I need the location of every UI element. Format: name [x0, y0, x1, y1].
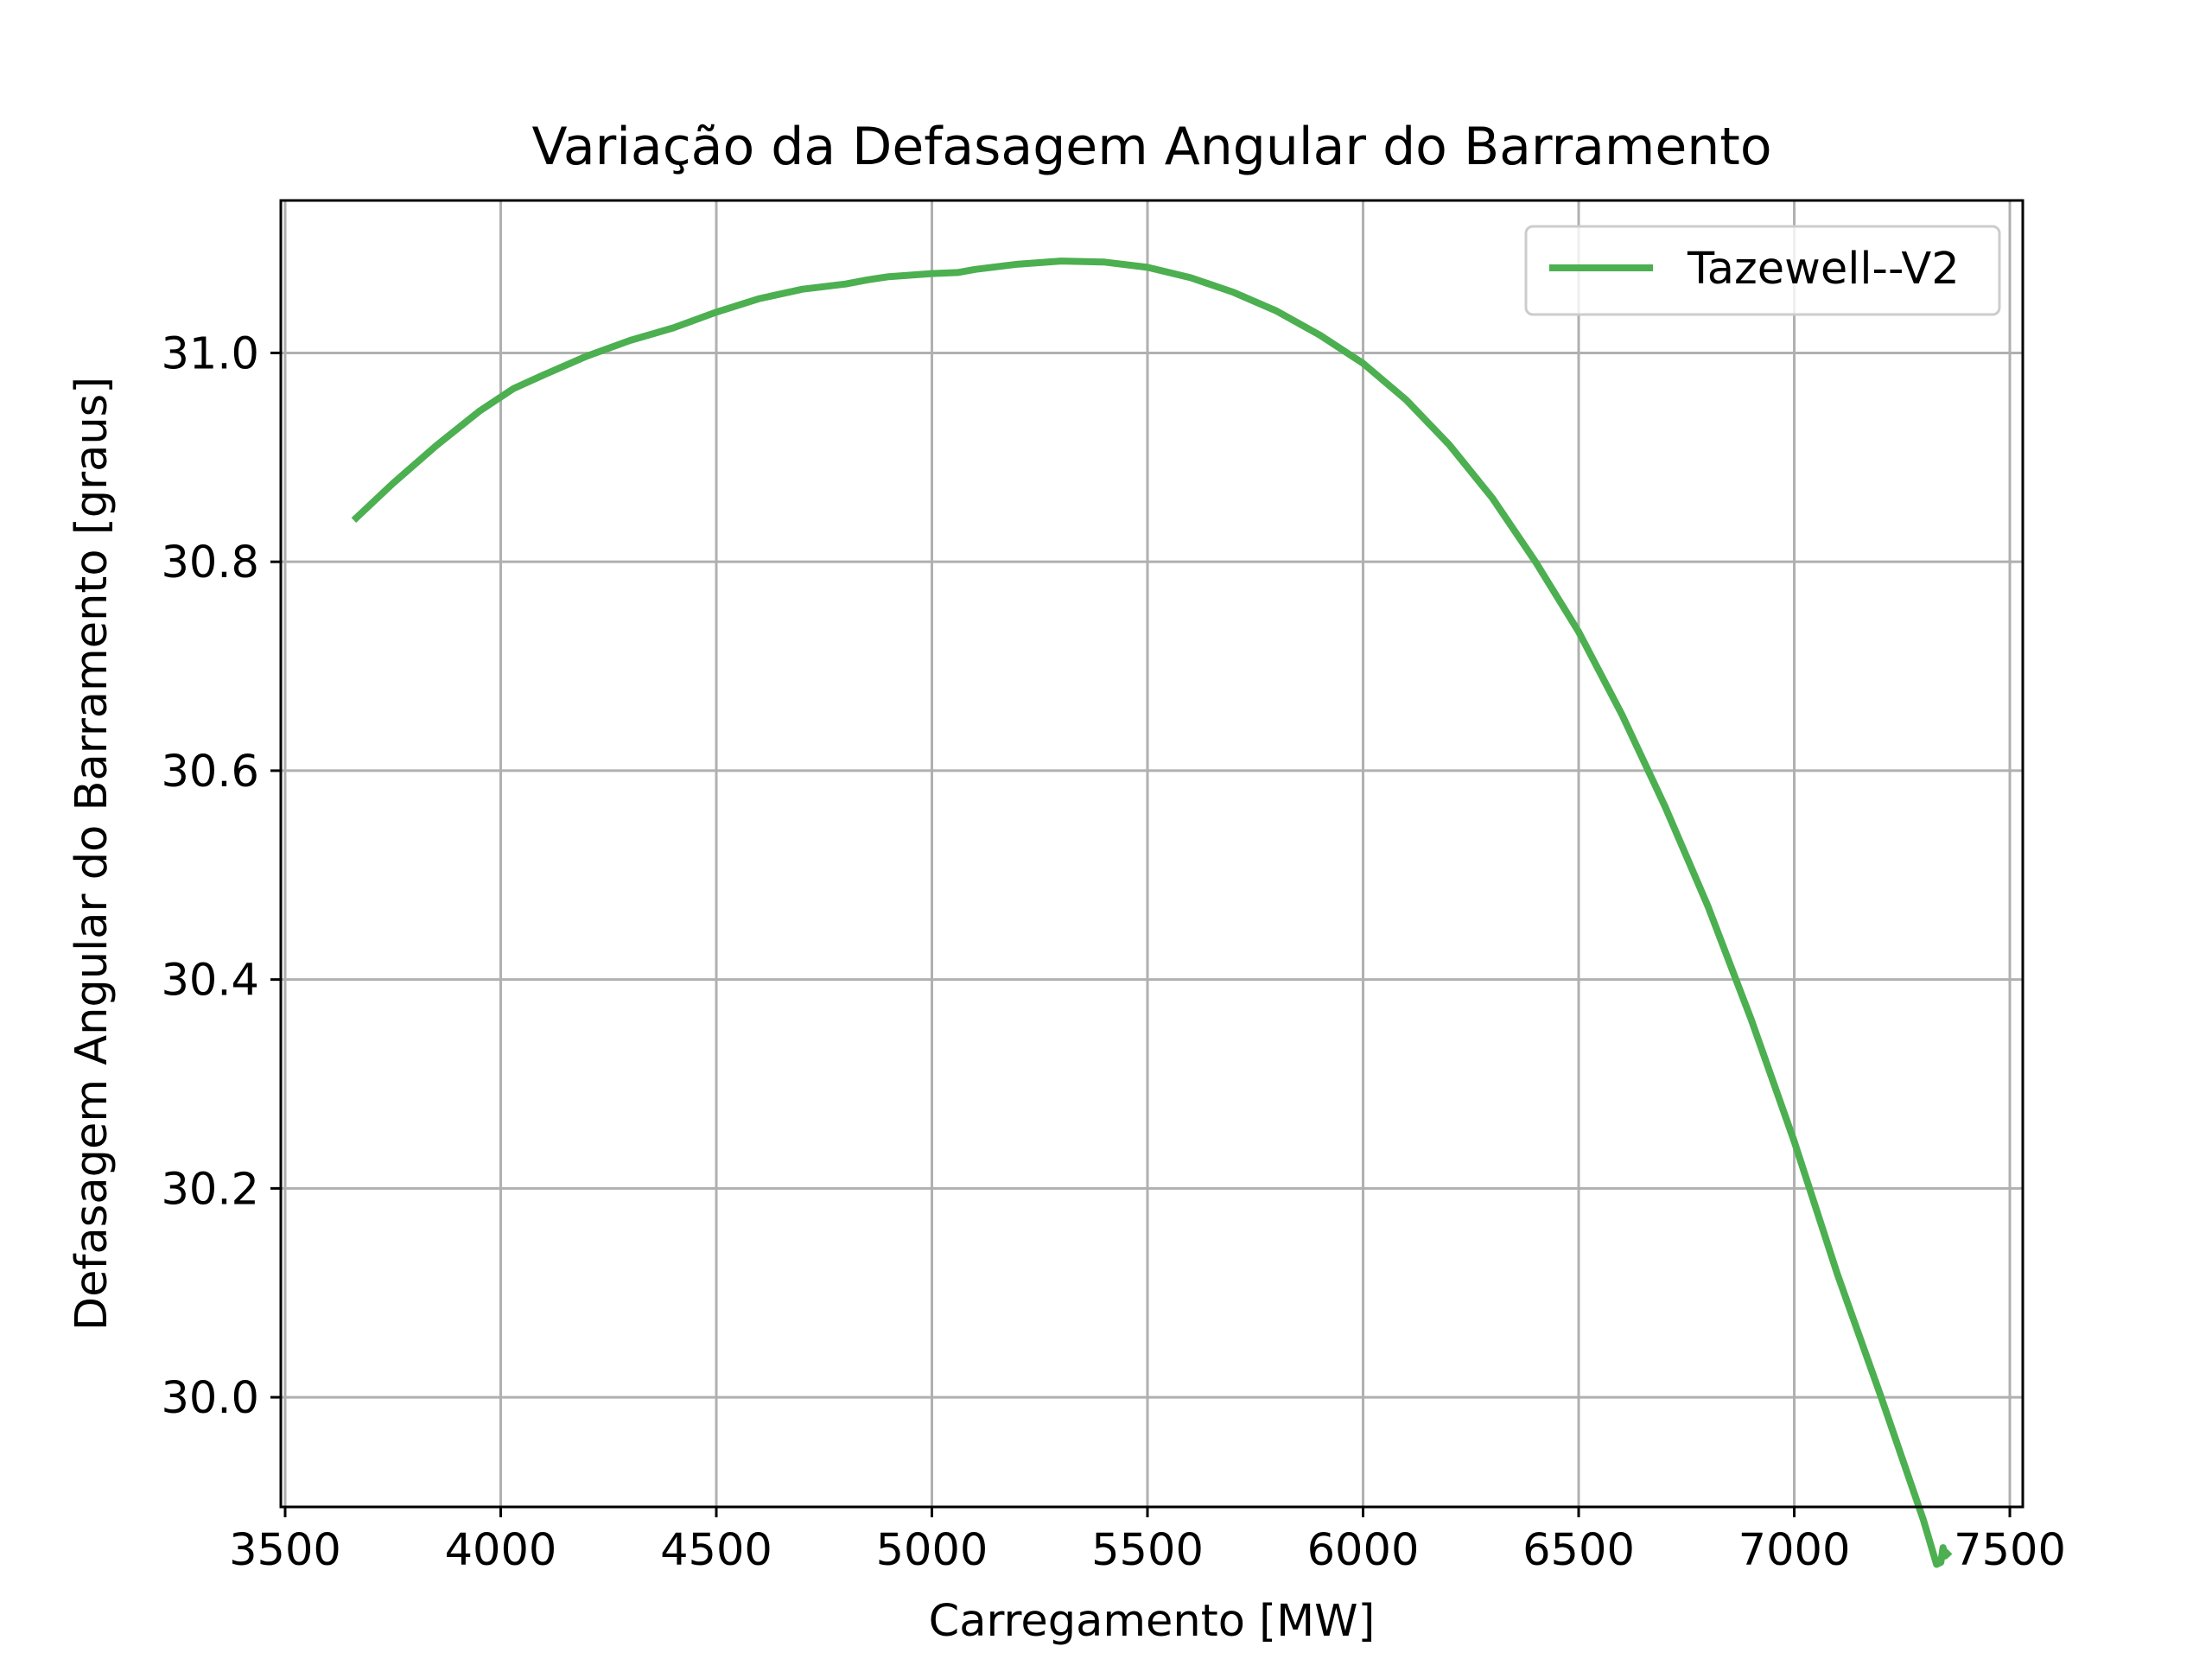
- x-tick-label: 4000: [445, 1525, 557, 1576]
- x-tick-label: 5000: [876, 1525, 988, 1576]
- series-layer: [351, 257, 1953, 1568]
- x-axis-ticks: 3500 4000 4500 5000 5500 6000 6500 7000 7500: [229, 1507, 2066, 1576]
- x-tick-label: 5500: [1091, 1525, 1204, 1576]
- series-line-tazewell-v2: [351, 257, 1953, 1568]
- plot-frame: [279, 199, 2024, 1509]
- x-tick-label: 6500: [1522, 1525, 1635, 1576]
- x-tick-label: 4500: [660, 1525, 772, 1576]
- x-tick-label: 7000: [1738, 1525, 1851, 1576]
- legend: Tazewell--V2: [1524, 225, 2001, 316]
- y-tick-label: 30.6: [161, 747, 259, 798]
- x-axis-label: Carregamento [MW]: [929, 1596, 1376, 1647]
- y-axis-ticks: 30.0 30.2 30.4 30.6 30.8 31.0: [161, 328, 281, 1424]
- y-tick-label: 30.4: [161, 956, 259, 1007]
- y-tick-label: 30.8: [161, 537, 259, 588]
- grid: [281, 200, 2023, 1507]
- legend-box: [1524, 225, 2001, 316]
- y-tick-label: 30.2: [161, 1164, 259, 1215]
- y-tick-label: 30.0: [161, 1373, 259, 1424]
- legend-label: Tazewell--V2: [1687, 244, 1960, 295]
- y-tick-label: 31.0: [161, 328, 259, 379]
- y-axis-label: Defasagem Angular do Barramento [graus]: [67, 377, 118, 1331]
- x-tick-label: 7500: [1954, 1525, 2066, 1576]
- x-tick-label: 6000: [1307, 1525, 1420, 1576]
- chart-title: Variação da Defasagem Angular do Barrame…: [531, 117, 1771, 177]
- x-tick-label: 3500: [229, 1525, 341, 1576]
